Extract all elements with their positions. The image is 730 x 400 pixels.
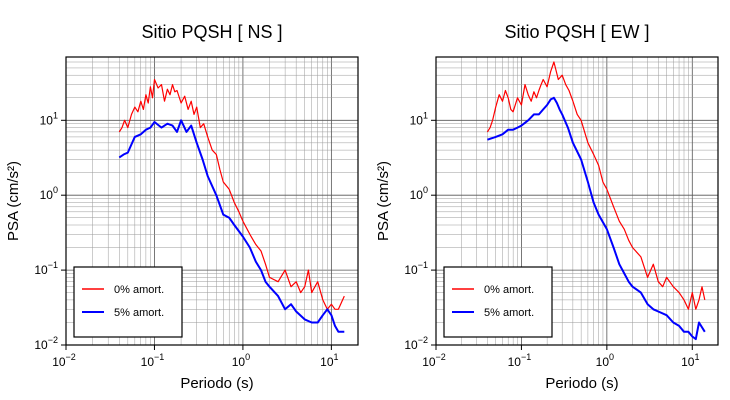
y-tick-label: 100 xyxy=(40,185,58,202)
y-axis-label: PSA (cm/s²) xyxy=(375,161,392,241)
y-tick-label: 100 xyxy=(410,185,428,202)
y-tick-label: 10−2 xyxy=(34,335,58,352)
chart-title: Sitio PQSH [ NS ] xyxy=(141,22,282,42)
y-axis-label: PSA (cm/s²) xyxy=(5,161,22,241)
x-tick-label: 10−2 xyxy=(422,352,446,369)
y-tick-label: 101 xyxy=(40,110,58,127)
x-axis-label: Periodo (s) xyxy=(180,375,253,392)
x-tick-label: 10−1 xyxy=(141,352,165,369)
x-tick-label: 100 xyxy=(232,352,250,369)
x-axis-label: Periodo (s) xyxy=(545,375,618,392)
y-tick-label: 10−1 xyxy=(404,260,428,277)
legend-box xyxy=(73,266,183,338)
legend-label: 0% amort. xyxy=(114,284,164,296)
series-line-damped xyxy=(487,96,706,341)
plot-frame xyxy=(65,56,359,346)
x-tick-label: 101 xyxy=(681,352,699,369)
series-line-undamped xyxy=(118,78,345,310)
y-tick-label: 10−2 xyxy=(404,335,428,352)
x-tick-label: 10−2 xyxy=(52,352,76,369)
legend-label: 0% amort. xyxy=(484,284,534,296)
legend: 0% amort. 5% amort. xyxy=(443,266,553,338)
series-line-undamped xyxy=(486,61,706,310)
y-tick-label: 101 xyxy=(410,110,428,127)
chart-panel-2: 10−2 10−1 100 101 10−2 10−1 100 101 Sitio PQSH [… xyxy=(375,22,719,392)
x-tick-label: 100 xyxy=(596,352,614,369)
plot-frame xyxy=(435,56,719,346)
series-line-damped xyxy=(118,119,345,333)
y-tick-label: 10−1 xyxy=(34,260,58,277)
legend: 0% amort. 5% amort. xyxy=(73,266,183,338)
legend-box xyxy=(443,266,553,338)
x-tick-label: 10−1 xyxy=(508,352,532,369)
chart-title: Sitio PQSH [ EW ] xyxy=(504,22,649,42)
chart-panel-1: 10−2 10−1 100 101 10−2 10−1 100 101 Sitio PQSH [… xyxy=(5,22,359,392)
legend-label: 5% amort. xyxy=(114,307,164,319)
legend-label: 5% amort. xyxy=(484,307,534,319)
x-tick-label: 101 xyxy=(320,352,338,369)
